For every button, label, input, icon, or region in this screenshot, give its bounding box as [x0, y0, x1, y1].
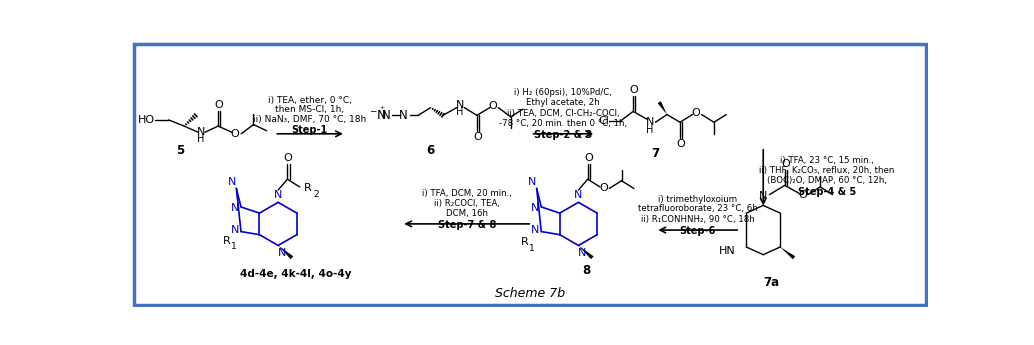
Text: N: N: [231, 204, 239, 214]
Text: O: O: [283, 153, 293, 163]
Text: i) TEA, ether, 0 °C,: i) TEA, ether, 0 °C,: [268, 96, 352, 105]
Text: ii) NaN₃, DMF, 70 °C, 18h: ii) NaN₃, DMF, 70 °C, 18h: [253, 115, 366, 124]
Text: i) trimethyloxoium: i) trimethyloxoium: [659, 195, 737, 204]
Text: i) H₂ (60psi), 10%Pd/C,: i) H₂ (60psi), 10%Pd/C,: [514, 88, 612, 98]
Polygon shape: [578, 245, 594, 259]
Text: then MS-Cl, 1h,: then MS-Cl, 1h,: [275, 106, 344, 115]
Polygon shape: [781, 247, 795, 259]
Text: N: N: [646, 117, 655, 127]
Text: N: N: [196, 127, 206, 137]
Text: Ethyl acetate, 2h: Ethyl acetate, 2h: [526, 99, 600, 108]
Text: Step-7 & 8: Step-7 & 8: [437, 220, 496, 230]
Text: Step-1: Step-1: [292, 125, 328, 135]
Text: DCM, 16h: DCM, 16h: [446, 209, 488, 218]
Text: N: N: [530, 225, 540, 235]
Text: ii) R₂COCl, TEA,: ii) R₂COCl, TEA,: [434, 199, 499, 208]
Text: N: N: [227, 177, 236, 187]
Text: (BOC)₂O, DMAP, 60 °C, 12h,: (BOC)₂O, DMAP, 60 °C, 12h,: [767, 176, 887, 185]
Text: O: O: [584, 153, 592, 163]
Text: R: R: [304, 184, 312, 194]
Text: i) TFA, 23 °C, 15 min.,: i) TFA, 23 °C, 15 min.,: [781, 156, 874, 165]
Text: N: N: [278, 248, 286, 258]
Text: R: R: [521, 237, 529, 247]
Text: 1: 1: [529, 244, 536, 253]
Text: 2: 2: [313, 190, 320, 199]
Text: N: N: [231, 225, 239, 235]
Text: Step-6: Step-6: [679, 226, 716, 236]
Polygon shape: [278, 245, 294, 259]
Text: tetrafluoroborate, 23 °C, 6h: tetrafluoroborate, 23 °C, 6h: [638, 204, 758, 213]
Text: O: O: [474, 132, 482, 142]
Text: O: O: [600, 184, 608, 194]
Text: N: N: [456, 100, 464, 110]
Text: N: N: [530, 204, 540, 214]
Text: HN: HN: [719, 246, 735, 256]
Text: 8: 8: [582, 264, 590, 277]
Text: N: N: [578, 248, 586, 258]
Text: N: N: [759, 191, 767, 201]
Text: 5: 5: [176, 144, 184, 157]
Text: i) TFA, DCM, 20 min.,: i) TFA, DCM, 20 min.,: [422, 189, 512, 198]
Text: Cl: Cl: [599, 116, 609, 126]
Text: N: N: [527, 177, 537, 187]
Text: H: H: [646, 125, 653, 135]
Polygon shape: [658, 101, 667, 115]
Text: O: O: [489, 101, 497, 111]
Text: 1: 1: [231, 243, 237, 252]
Text: O: O: [692, 108, 701, 118]
Text: Step-4 & 5: Step-4 & 5: [798, 187, 856, 197]
Text: 4d-4e, 4k-4l, 4o-4y: 4d-4e, 4k-4l, 4o-4y: [240, 269, 352, 279]
Text: $^{-}$N: $^{-}$N: [369, 109, 387, 122]
Text: N: N: [382, 109, 390, 122]
Text: N: N: [574, 190, 582, 200]
Text: N: N: [399, 109, 408, 122]
Text: O: O: [630, 85, 638, 95]
Text: N: N: [274, 190, 282, 200]
Text: -78 °C, 20 min. then 0 °C, 1h,: -78 °C, 20 min. then 0 °C, 1h,: [499, 119, 627, 128]
Text: R: R: [222, 236, 231, 246]
Text: O: O: [798, 190, 807, 200]
Text: O: O: [782, 159, 790, 169]
Text: 7a: 7a: [763, 276, 779, 289]
Text: 7: 7: [651, 147, 660, 159]
Text: H: H: [456, 107, 463, 117]
Text: ii) THF, K₂CO₃, reflux, 20h, then: ii) THF, K₂CO₃, reflux, 20h, then: [759, 166, 894, 175]
Text: ii) TEA, DCM, Cl-CH₂-COCl,: ii) TEA, DCM, Cl-CH₂-COCl,: [507, 109, 619, 118]
Text: Step-2 & 3: Step-2 & 3: [534, 130, 592, 140]
Text: HO: HO: [138, 115, 155, 125]
Text: O: O: [676, 139, 686, 149]
Text: ii) R₁CONHNH₂, 90 °C, 18h: ii) R₁CONHNH₂, 90 °C, 18h: [641, 215, 755, 224]
Text: O: O: [231, 129, 240, 139]
Text: O: O: [214, 100, 223, 110]
Text: H: H: [197, 134, 205, 144]
Text: $^{+}$: $^{+}$: [378, 105, 386, 114]
Text: 6: 6: [426, 144, 434, 157]
Text: Scheme 7b: Scheme 7b: [495, 287, 565, 300]
